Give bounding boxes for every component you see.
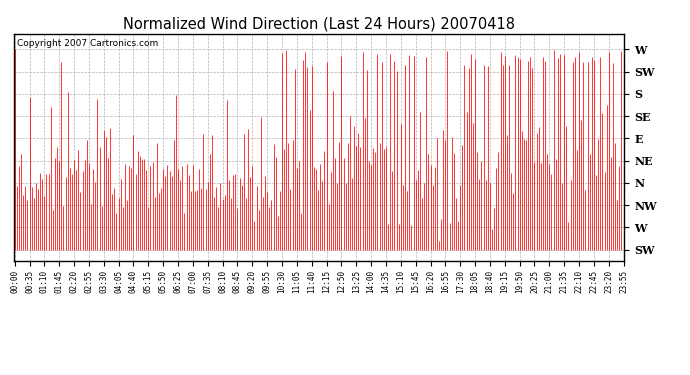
- Title: Normalized Wind Direction (Last 24 Hours) 20070418: Normalized Wind Direction (Last 24 Hours…: [123, 16, 515, 31]
- Text: Copyright 2007 Cartronics.com: Copyright 2007 Cartronics.com: [17, 39, 158, 48]
